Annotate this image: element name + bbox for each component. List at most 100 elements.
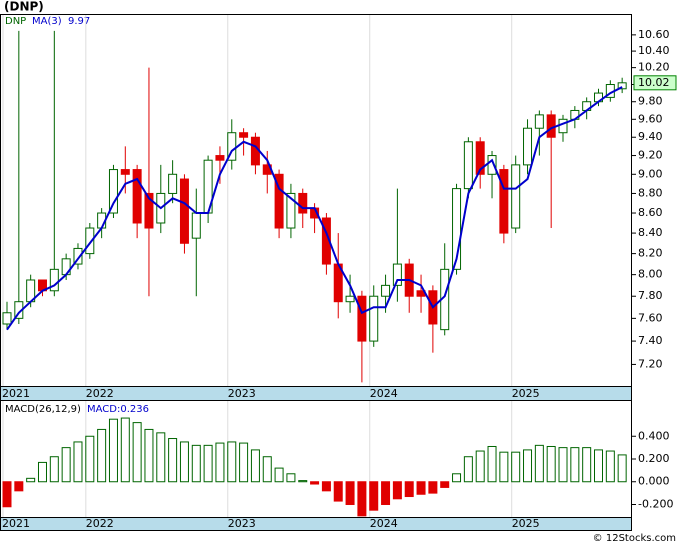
macd-bar <box>156 432 166 483</box>
x-axis-strip <box>0 517 632 531</box>
macd-bar <box>499 451 509 483</box>
macd-bar <box>321 481 331 492</box>
candle-body <box>298 192 308 214</box>
candle-body <box>475 141 485 175</box>
price-panel <box>0 14 632 387</box>
y-tick-label: 7.60 <box>638 311 663 324</box>
candle-body <box>558 118 568 134</box>
y-tick-label: 7.20 <box>638 357 663 370</box>
y-tick-label: 8.80 <box>638 186 663 199</box>
ma-line <box>6 86 623 331</box>
y-tick-label: 8.60 <box>638 206 663 219</box>
y-tick-label: 7.80 <box>638 289 663 302</box>
x-tick-label: 2021 <box>2 517 30 530</box>
y-tick-label: 10.40 <box>638 44 670 57</box>
legend-label: DNP <box>5 16 26 27</box>
macd-title: MACD(26,12,9) <box>5 404 81 415</box>
macd-bar <box>168 438 178 483</box>
legend-label: MA(3) <box>32 16 62 27</box>
y-tick-label: 8.40 <box>638 226 663 239</box>
candle-body <box>179 178 189 244</box>
footer: © 12Stocks.com <box>593 533 676 544</box>
x-tick-label: 2021 <box>2 387 30 400</box>
macd-bar <box>487 445 497 483</box>
candle-body <box>191 212 201 239</box>
macd-bar <box>239 442 249 483</box>
macd-bar <box>333 481 343 502</box>
macd-bar <box>617 454 627 483</box>
macd-bar <box>475 450 485 483</box>
candle-body <box>286 192 296 229</box>
macd-bar <box>546 445 556 483</box>
macd-bar <box>345 481 355 505</box>
macd-bar <box>463 456 473 483</box>
candle-body <box>144 192 154 229</box>
macd-bar <box>97 428 107 483</box>
macd-bar <box>132 422 142 483</box>
macd-bar <box>582 447 592 483</box>
candle-body <box>49 268 59 292</box>
candle-body <box>168 173 178 194</box>
macd-bar <box>428 481 438 494</box>
candle-body <box>73 247 83 265</box>
macd-bar <box>594 449 603 483</box>
candle-body <box>381 284 391 297</box>
candle-body <box>239 132 249 138</box>
macd-bar <box>416 481 426 495</box>
macd-bar <box>369 481 379 511</box>
candle-body <box>523 127 533 166</box>
candle-body <box>369 295 379 342</box>
candle-body <box>2 312 12 325</box>
macd-bar <box>310 481 320 485</box>
candle-body <box>452 188 462 270</box>
candle-body <box>357 295 367 342</box>
macd-bar <box>511 451 521 483</box>
y-tick-label: 10.60 <box>638 28 670 41</box>
candle-body <box>617 82 627 90</box>
x-tick-label: 2024 <box>370 517 398 530</box>
y-tick-label: 0.200 <box>638 452 670 465</box>
macd-bar <box>523 449 533 483</box>
macd-bar <box>605 450 615 483</box>
macd-bar <box>392 481 402 500</box>
y-tick-label: 0.000 <box>638 475 670 488</box>
candle-body <box>463 141 473 190</box>
y-tick-label: 8.00 <box>638 268 663 281</box>
macd-bar <box>2 481 12 508</box>
candle-body <box>120 169 130 175</box>
candle-body <box>487 155 497 175</box>
y-tick-label: 7.40 <box>638 334 663 347</box>
macd-bar <box>404 481 414 498</box>
macd-bar <box>452 473 462 483</box>
x-tick-label: 2023 <box>228 387 256 400</box>
price-tag: 10.02 <box>638 76 670 89</box>
candle-body <box>227 132 237 161</box>
candle-body <box>108 169 118 214</box>
chart-title: (DNP) <box>4 0 44 14</box>
y-tick-label: -0.200 <box>638 497 673 510</box>
macd-bar <box>286 473 296 483</box>
candle-body <box>132 169 142 224</box>
price-tag-box <box>633 75 677 91</box>
macd-bar <box>26 477 36 483</box>
legend-value: 9.97 <box>68 16 90 27</box>
macd-bar <box>144 428 154 483</box>
macd-bar <box>250 449 260 483</box>
macd-bar <box>381 481 391 505</box>
macd-bar <box>85 435 95 483</box>
macd-bar <box>108 418 118 483</box>
macd-bar <box>558 447 568 483</box>
macd-bar <box>14 481 24 492</box>
x-tick-label: 2025 <box>512 387 540 400</box>
macd-bar <box>203 444 213 483</box>
macd-bar <box>61 447 71 483</box>
macd-bar <box>37 461 47 483</box>
x-tick-label: 2024 <box>370 387 398 400</box>
macd-bar <box>298 480 308 483</box>
candle-body <box>274 173 284 229</box>
x-tick-label: 2023 <box>228 517 256 530</box>
x-tick-label: 2022 <box>86 517 114 530</box>
y-tick-label: 9.40 <box>638 130 663 143</box>
macd-bar <box>262 456 272 483</box>
